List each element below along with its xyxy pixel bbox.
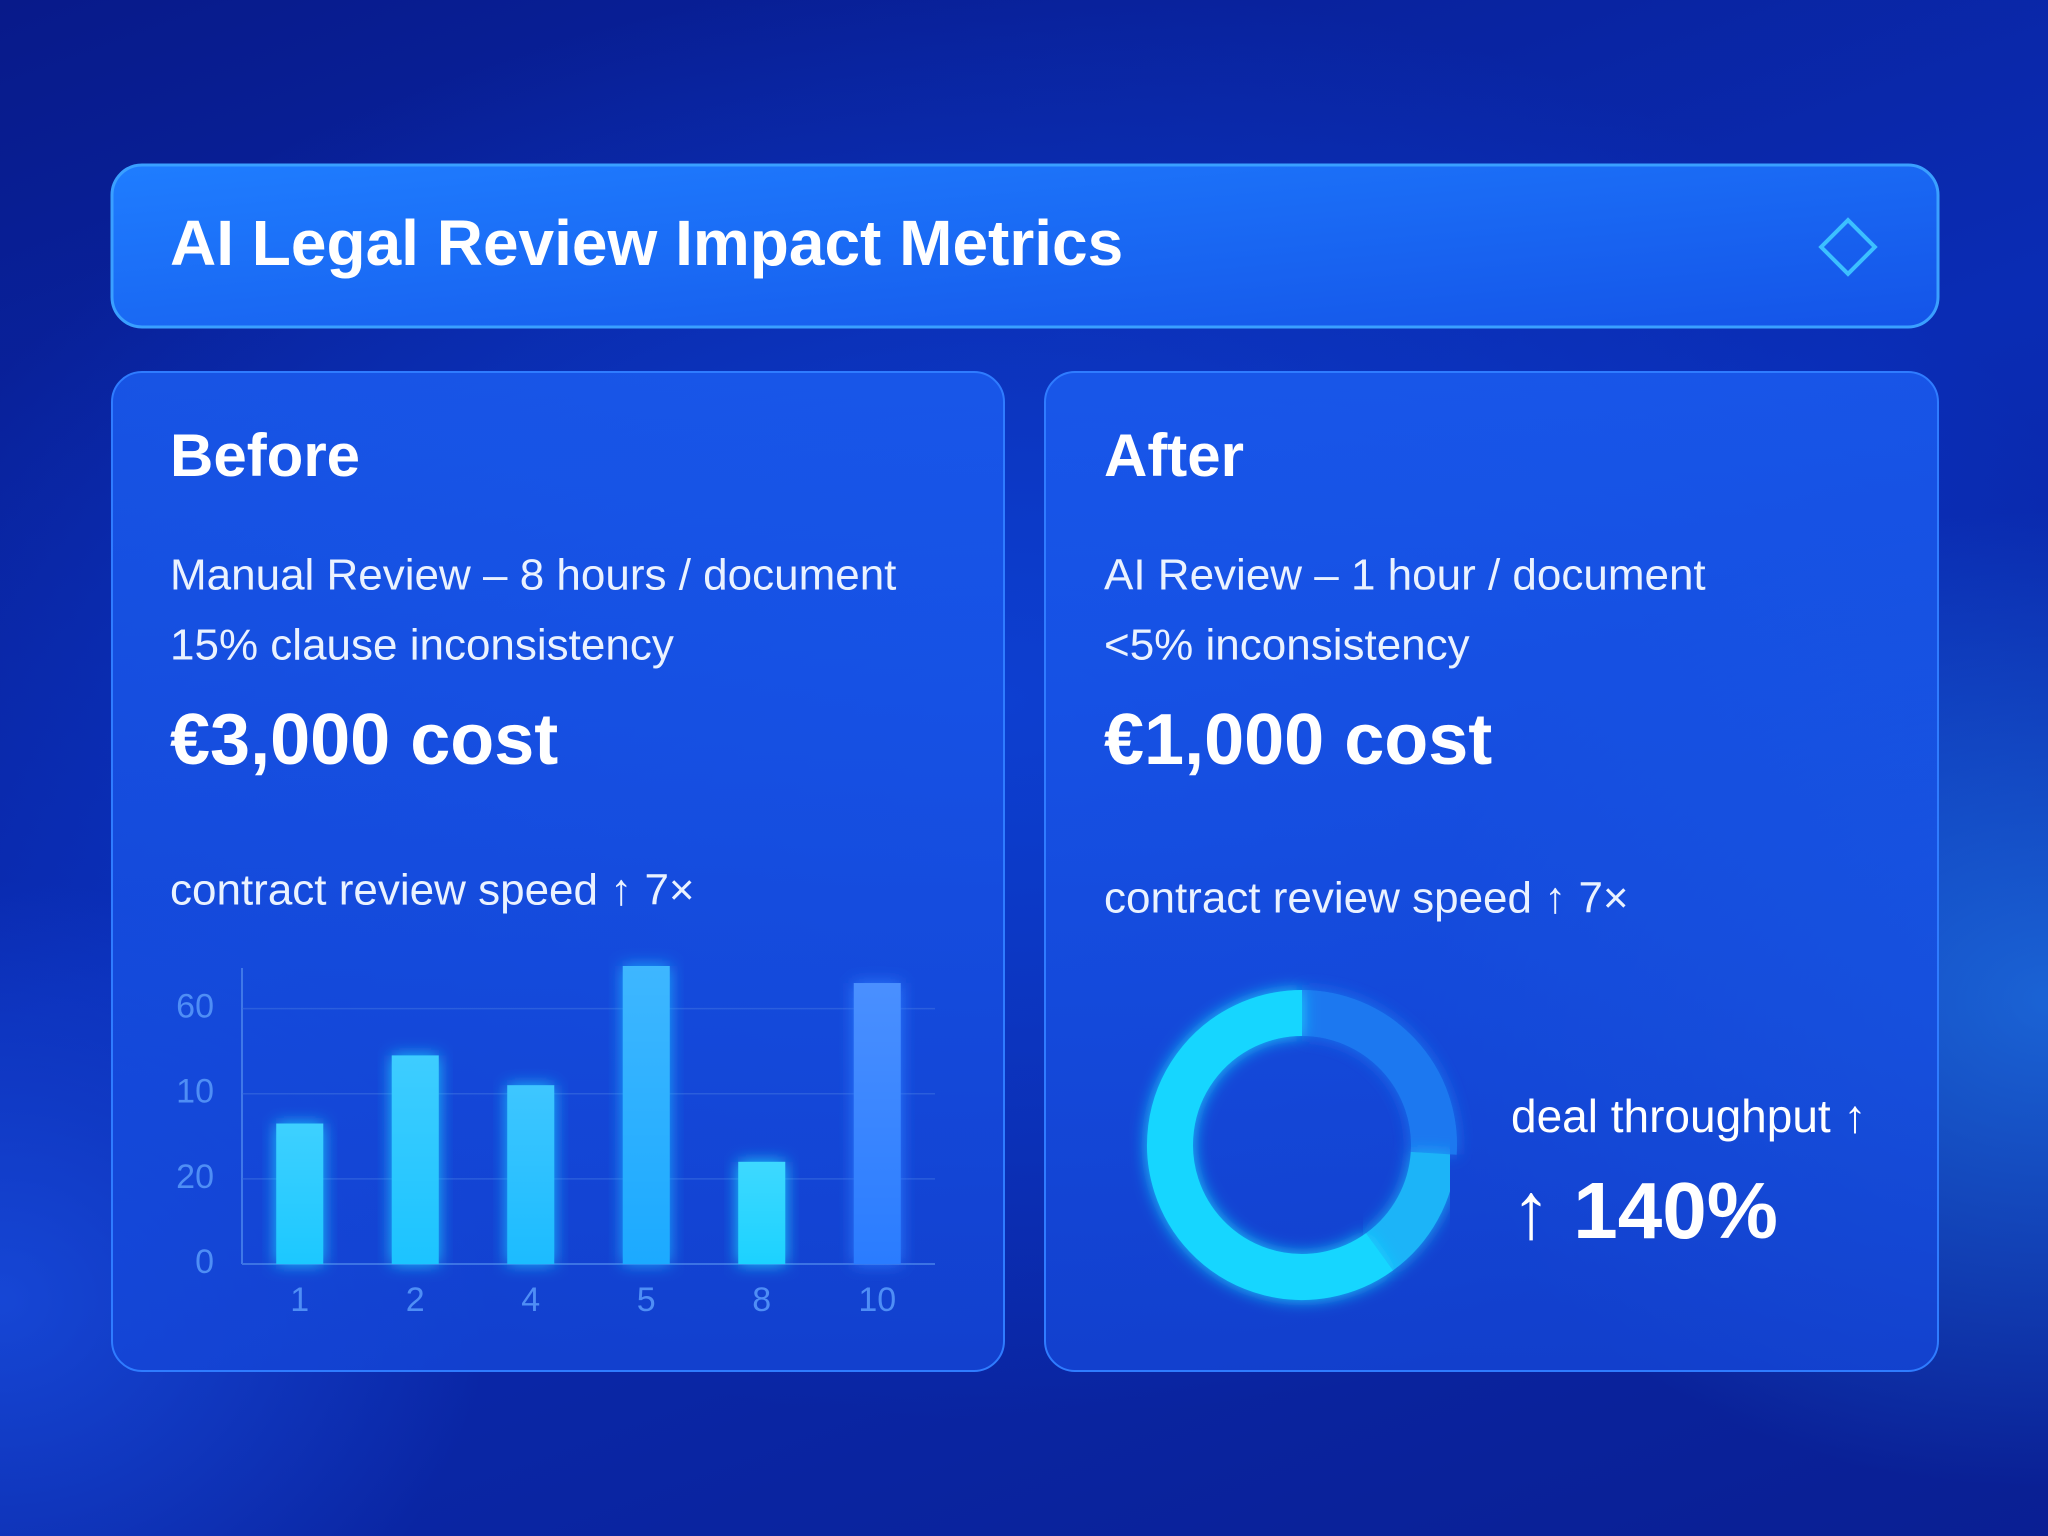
after-speed: contract review speed ↑ 7× <box>1104 874 1629 923</box>
bar-shade <box>853 983 901 1264</box>
before-cost: €3,000 cost <box>170 700 558 780</box>
bar-shade <box>276 1123 324 1264</box>
y-tick-label: 20 <box>176 1158 214 1196</box>
donut-segment <box>1365 1151 1457 1271</box>
y-tick-label: 10 <box>176 1073 214 1111</box>
diamond-icon <box>1818 217 1878 277</box>
donut-segment <box>1147 990 1394 1300</box>
throughput-label: deal throughput ↑ <box>1511 1090 1867 1142</box>
bar-shade <box>622 966 670 1264</box>
y-tick-label: 0 <box>195 1243 214 1281</box>
y-tick-label: 60 <box>176 988 214 1026</box>
x-tick-label: 2 <box>406 1281 425 1319</box>
after-title: After <box>1104 422 1244 489</box>
before-title: Before <box>170 422 360 489</box>
donut-segment <box>1301 990 1457 1155</box>
x-tick-label: 1 <box>290 1281 309 1319</box>
after-card <box>1044 371 1939 1372</box>
x-tick-label: 10 <box>858 1281 896 1319</box>
throughput-value: ↑ 140% <box>1511 1166 1778 1255</box>
x-tick-label: 5 <box>637 1281 656 1319</box>
before-card <box>111 371 1005 1372</box>
before-line: Manual Review – 8 hours / document <box>170 551 896 600</box>
bar-shade <box>738 1161 786 1264</box>
header-title: AI Legal Review Impact Metrics <box>170 207 1123 279</box>
after-line: <5% inconsistency <box>1104 621 1470 670</box>
bar-shade <box>391 1055 439 1264</box>
header-bar <box>110 163 1940 329</box>
before-speed: contract review speed ↑ 7× <box>170 866 695 915</box>
after-cost: €1,000 cost <box>1104 700 1492 780</box>
bar-shade <box>507 1085 555 1264</box>
x-tick-label: 8 <box>752 1281 771 1319</box>
x-tick-label: 4 <box>521 1281 540 1319</box>
before-line: 15% clause inconsistency <box>170 621 674 670</box>
after-line: AI Review – 1 hour / document <box>1104 551 1706 600</box>
